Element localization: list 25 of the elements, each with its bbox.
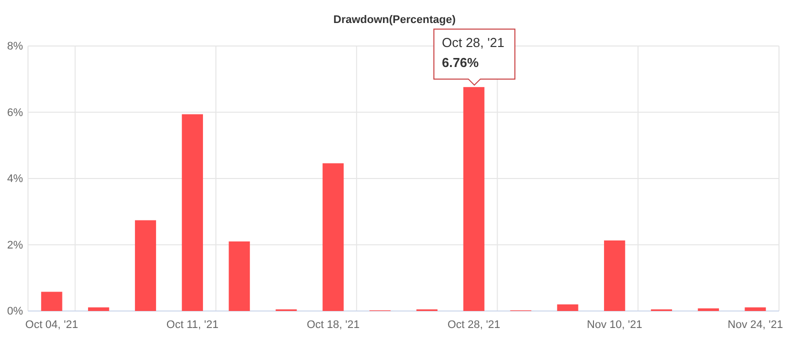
y-tick-label: 0% (7, 306, 24, 318)
x-tick-label: Oct 18, '21 (306, 318, 360, 331)
y-tick-label: 8% (7, 40, 24, 53)
bar (88, 307, 110, 311)
bar (182, 114, 203, 311)
bar (698, 308, 719, 311)
x-tick-label: Nov 10, '21 (586, 318, 642, 331)
y-tick-label: 6% (7, 106, 24, 119)
annotation: 6.76% (442, 55, 480, 70)
bar (41, 292, 62, 311)
bar (744, 307, 766, 311)
x-tick-label: Oct 28, '21 (447, 318, 500, 331)
y-tick-label: 4% (7, 173, 24, 186)
chart-title: Drawdown(Percentage) (333, 14, 456, 26)
x-tick-label: Oct 04, '21 (25, 318, 78, 331)
bar (557, 304, 578, 311)
x-tick-label: Nov 24, '21 (728, 318, 783, 331)
annotation: Oct 28, '21 (442, 35, 504, 50)
x-tick-label: Oct 11, '21 (166, 318, 218, 331)
bar (463, 87, 484, 311)
bar (134, 220, 156, 311)
bar (228, 241, 250, 311)
bar (604, 240, 626, 311)
bar (322, 163, 344, 311)
y-tick-label: 2% (7, 239, 24, 252)
